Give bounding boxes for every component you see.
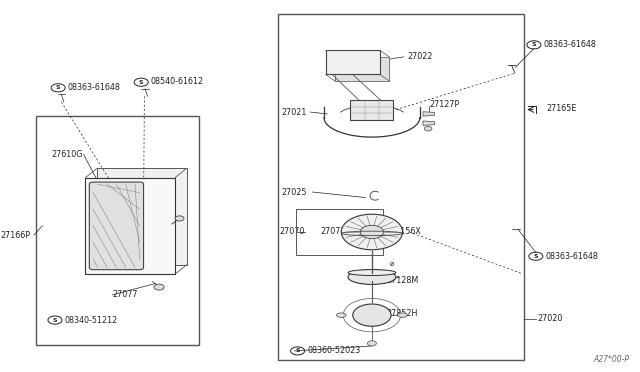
- Ellipse shape: [348, 270, 396, 276]
- Text: ø: ø: [390, 261, 394, 267]
- Circle shape: [175, 216, 184, 221]
- Text: 27128M: 27128M: [387, 276, 419, 285]
- FancyBboxPatch shape: [90, 182, 143, 270]
- Text: S: S: [534, 254, 538, 259]
- Text: 08363-61648: 08363-61648: [543, 40, 596, 49]
- Bar: [97, 169, 186, 265]
- Circle shape: [353, 304, 391, 326]
- Polygon shape: [335, 57, 390, 81]
- Circle shape: [341, 214, 403, 250]
- Bar: [278, 14, 524, 360]
- Text: 27127P: 27127P: [429, 100, 460, 109]
- Text: 27852H: 27852H: [387, 309, 418, 318]
- Text: S: S: [139, 80, 143, 85]
- Bar: [350, 100, 394, 119]
- Text: 27020: 27020: [537, 314, 563, 323]
- Circle shape: [367, 341, 376, 346]
- Ellipse shape: [337, 313, 346, 317]
- Text: A27*00-P: A27*00-P: [594, 355, 630, 364]
- Text: 27610G: 27610G: [52, 150, 83, 159]
- Polygon shape: [423, 121, 435, 125]
- Bar: [36, 116, 198, 345]
- Text: 27072: 27072: [320, 227, 346, 236]
- Text: 27166P: 27166P: [1, 231, 31, 240]
- Ellipse shape: [348, 270, 396, 285]
- Circle shape: [154, 284, 164, 290]
- Text: 08540-61612: 08540-61612: [151, 77, 204, 86]
- Bar: [296, 209, 383, 255]
- Text: 27025: 27025: [282, 187, 307, 196]
- Text: S: S: [56, 85, 61, 90]
- Polygon shape: [326, 50, 380, 74]
- Text: S: S: [52, 318, 58, 323]
- Text: 08360-52023: 08360-52023: [307, 346, 360, 355]
- Text: 27165E: 27165E: [547, 104, 577, 113]
- Text: 27021: 27021: [282, 108, 307, 116]
- Circle shape: [360, 225, 383, 239]
- Text: 27070: 27070: [280, 227, 305, 236]
- Text: 08363-61648: 08363-61648: [68, 83, 120, 92]
- Text: S: S: [532, 42, 536, 47]
- Bar: [86, 177, 175, 274]
- Text: S: S: [295, 349, 300, 353]
- Text: 27156X: 27156X: [390, 227, 421, 236]
- Polygon shape: [423, 112, 435, 116]
- Ellipse shape: [398, 313, 408, 317]
- Text: 08363-61648: 08363-61648: [545, 252, 598, 261]
- Text: 27077: 27077: [113, 290, 138, 299]
- Text: 08340-51212: 08340-51212: [65, 315, 118, 325]
- Circle shape: [424, 126, 432, 131]
- Text: 27022: 27022: [407, 52, 433, 61]
